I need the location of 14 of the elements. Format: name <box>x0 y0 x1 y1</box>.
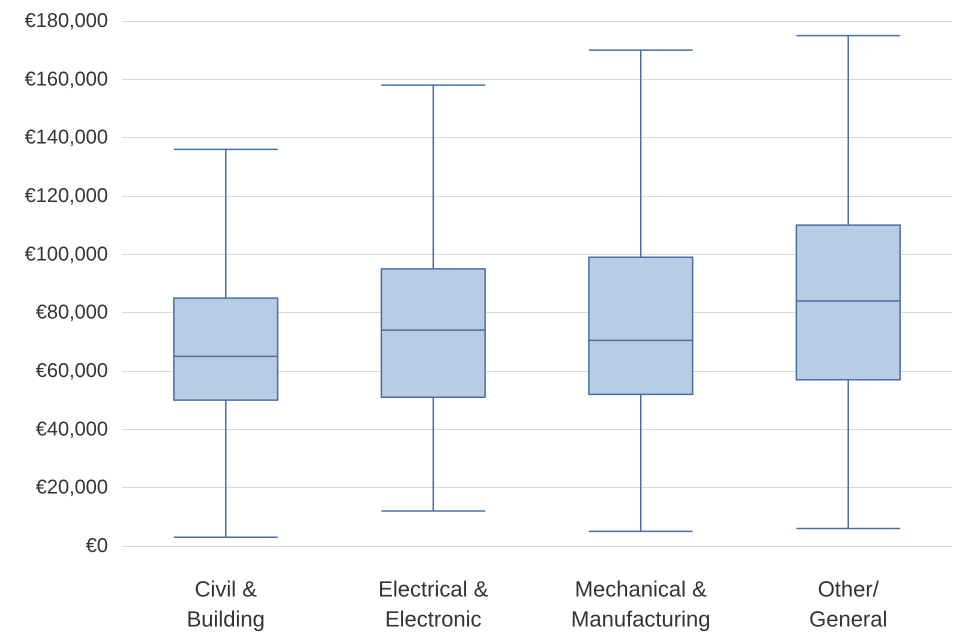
y-tick-label: €180,000 <box>24 10 108 32</box>
y-tick-label: €100,000 <box>24 243 108 266</box>
y-tick-label: €120,000 <box>24 185 108 207</box>
y-tick-label: €140,000 <box>24 126 108 149</box>
y-tick-label: €20,000 <box>36 476 108 499</box>
x-tick-label: Mechanical & Manufacturing <box>571 576 710 632</box>
x-tick-label: Electrical & Electronic <box>378 576 489 632</box>
x-tick-label: Other/ General <box>809 576 888 632</box>
y-tick-label: €40,000 <box>36 418 108 440</box>
y-tick-label: €80,000 <box>36 302 108 324</box>
x-tick-label: Civil & Building <box>186 576 265 632</box>
y-tick-label: €60,000 <box>36 360 108 382</box>
y-tick-label: €0 <box>86 535 108 557</box>
y-tick-label: €160,000 <box>24 68 108 90</box>
